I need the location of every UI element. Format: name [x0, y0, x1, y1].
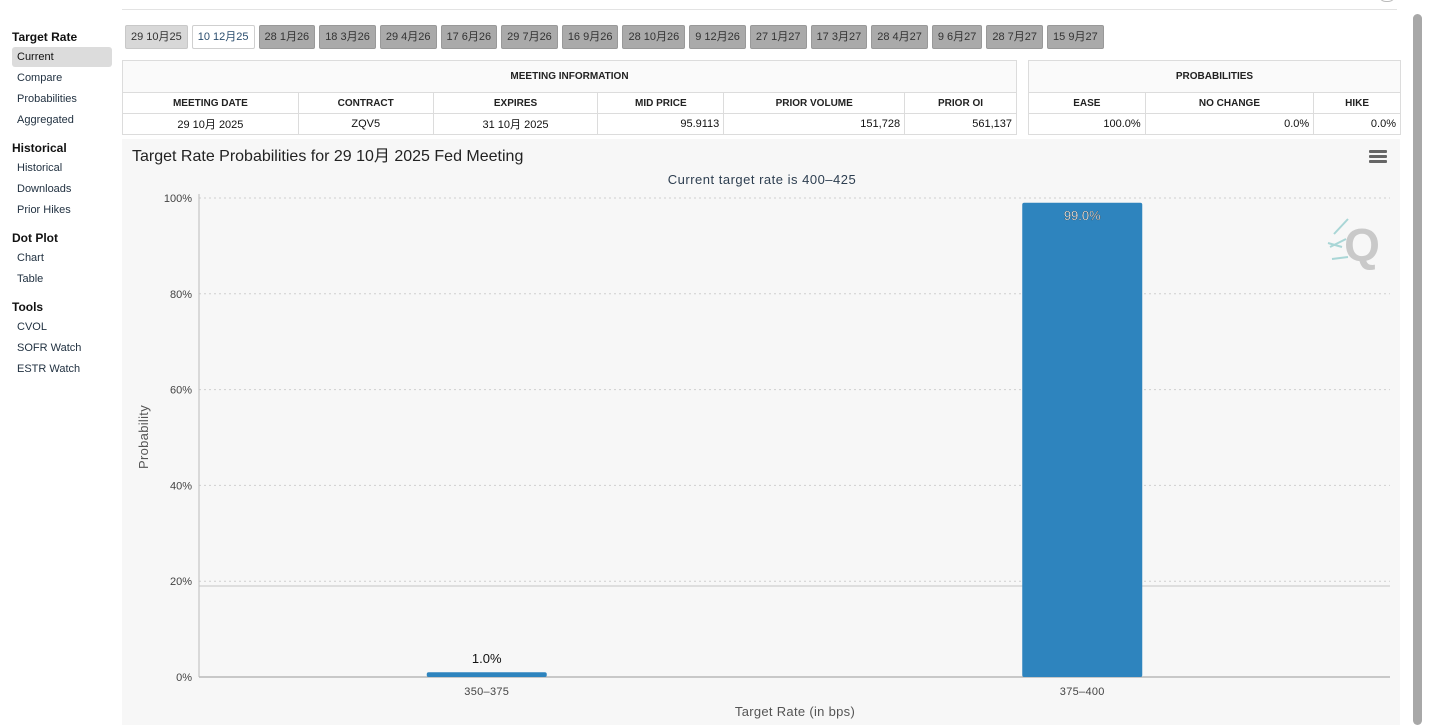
sidebar-item-aggregated[interactable]: Aggregated — [17, 114, 74, 126]
sidebar-heading: Dot Plot — [12, 231, 58, 245]
header-expires: EXPIRES — [432, 92, 599, 114]
cell-ease: 100.0% — [1028, 113, 1146, 135]
tab-meeting-date[interactable]: 18 3月26 — [319, 25, 376, 49]
tab-meeting-date[interactable]: 27 1月27 — [749, 25, 807, 49]
bar-1[interactable] — [1022, 202, 1143, 677]
sidebar-item-estr-watch[interactable]: ESTR Watch — [17, 363, 81, 375]
tab-meeting-date[interactable]: 29 10月25 — [125, 25, 188, 49]
y-axis-title: Probability — [136, 405, 151, 469]
sidebar-item-compare[interactable]: Compare — [17, 72, 63, 84]
sidebar-item-table[interactable]: Table — [17, 273, 44, 285]
sidebar-heading: Tools — [12, 300, 44, 314]
watermark-logo: Q — [1327, 218, 1380, 271]
tab-meeting-date[interactable]: 28 7月27 — [986, 25, 1044, 49]
sidebar-item-probabilities[interactable]: Probabilities — [17, 93, 77, 105]
chart-menu-icon[interactable] — [1369, 150, 1387, 166]
bar-0[interactable] — [426, 672, 547, 677]
x-tick-label: 375–400 — [1060, 686, 1105, 698]
sidebar-item-prior-hikes[interactable]: Prior Hikes — [17, 204, 71, 216]
header-meeting-date: MEETING DATE — [122, 92, 299, 114]
tab-meeting-date[interactable]: 17 3月27 — [810, 25, 868, 49]
tab-meeting-date[interactable]: 17 6月26 — [440, 25, 498, 49]
cell-no-change: 0.0% — [1144, 113, 1315, 135]
top-corner-icon — [1378, 0, 1396, 2]
vertical-scrollbar[interactable] — [1413, 14, 1422, 725]
meeting-information-table: MEETING INFORMATION MEETING DATE CONTRAC… — [122, 60, 1017, 135]
cell-hike: 0.0% — [1313, 113, 1401, 135]
sidebar-heading: Target Rate — [12, 30, 78, 44]
header-ease: EASE — [1028, 92, 1146, 114]
y-tick-label: 40% — [170, 480, 192, 492]
cell-expires: 31 10月 2025 — [432, 113, 599, 135]
tab-meeting-date[interactable]: 28 10月26 — [622, 25, 686, 49]
grid-layer: 0% 20% 40% 60% 80% 100% — [164, 193, 1390, 684]
y-tick-label: 20% — [170, 576, 192, 588]
tab-meeting-date[interactable]: 10 12月25 — [191, 25, 255, 49]
cell-prior-volume: 151,728 — [723, 113, 906, 135]
header-mid-price: MID PRICE — [597, 92, 725, 114]
header-prior-oi: PRIOR OI — [904, 92, 1017, 114]
x-axis-title: Target Rate (in bps) — [735, 704, 855, 719]
meeting-information-title: MEETING INFORMATION — [122, 60, 1017, 93]
cell-mid-price: 95.9113 — [597, 113, 725, 135]
sidebar-item-historical[interactable]: Historical — [17, 162, 63, 174]
probabilities-table: PROBABILITIES EASE NO CHANGE HIKE 100.0%… — [1028, 60, 1401, 135]
y-tick-label: 0% — [176, 672, 192, 684]
tab-meeting-date[interactable]: 28 4月27 — [871, 25, 928, 49]
probabilities-title: PROBABILITIES — [1028, 60, 1401, 93]
tab-meeting-date[interactable]: 29 7月26 — [501, 25, 558, 49]
y-tick-label: 60% — [170, 385, 192, 397]
sidebar-gap — [12, 130, 112, 139]
header-prior-volume: PRIOR VOLUME — [723, 92, 906, 114]
tab-meeting-date[interactable]: 15 9月27 — [1047, 25, 1104, 49]
sidebar-item-sofr-watch[interactable]: SOFR Watch — [17, 342, 82, 354]
header-no-change: NO CHANGE — [1144, 92, 1315, 114]
sidebar-item-current[interactable]: Current — [12, 47, 112, 67]
top-divider — [122, 9, 1397, 10]
sidebar-item-downloads[interactable]: Downloads — [17, 183, 72, 195]
tab-meeting-date[interactable]: 9 6月27 — [931, 25, 983, 49]
cell-meeting-date: 29 10月 2025 — [122, 113, 299, 135]
tab-meeting-date[interactable]: 29 4月26 — [379, 25, 437, 49]
x-tick-label: 350–375 — [464, 686, 509, 698]
sidebar-nav: Target Rate Current Compare Probabilities Ag… — [12, 28, 112, 379]
header-contract: CONTRACT — [297, 92, 434, 114]
chart-canvas: Target Rate Probabilities for 29 10月 202… — [132, 148, 1390, 719]
y-tick-label: 80% — [170, 289, 192, 301]
tab-meeting-date[interactable]: 9 12月26 — [689, 25, 746, 49]
sidebar-item-chart[interactable]: Chart — [17, 252, 44, 264]
sidebar-heading: Historical — [12, 141, 67, 155]
svg-text:Q: Q — [1344, 219, 1380, 271]
meeting-date-tabs: 29 10月25 10 12月25 28 1月26 18 3月26 29 4月26 17 … — [125, 25, 1108, 50]
target-rate-chart: Target Rate Probabilities for 29 10月 202… — [122, 139, 1400, 725]
chart-title: Target Rate Probabilities for 29 10月 202… — [132, 148, 523, 165]
sidebar-gap — [12, 220, 112, 229]
y-tick-label: 100% — [164, 193, 192, 205]
cell-prior-oi: 561,137 — [904, 113, 1017, 135]
sidebar-item-cvol[interactable]: CVOL — [17, 321, 47, 333]
tab-meeting-date[interactable]: 16 9月26 — [561, 25, 619, 49]
data-label: 99.0% — [1064, 208, 1101, 223]
chart-subtitle: Current target rate is 400–425 — [668, 172, 856, 187]
cell-contract: ZQV5 — [297, 113, 434, 135]
header-hike: HIKE — [1313, 92, 1401, 114]
data-label: 1.0% — [472, 651, 502, 666]
bar-layer: 350–375 1.0% 375–400 99.0% — [426, 202, 1143, 698]
tab-meeting-date[interactable]: 28 1月26 — [258, 25, 316, 49]
sidebar-gap — [12, 289, 112, 298]
